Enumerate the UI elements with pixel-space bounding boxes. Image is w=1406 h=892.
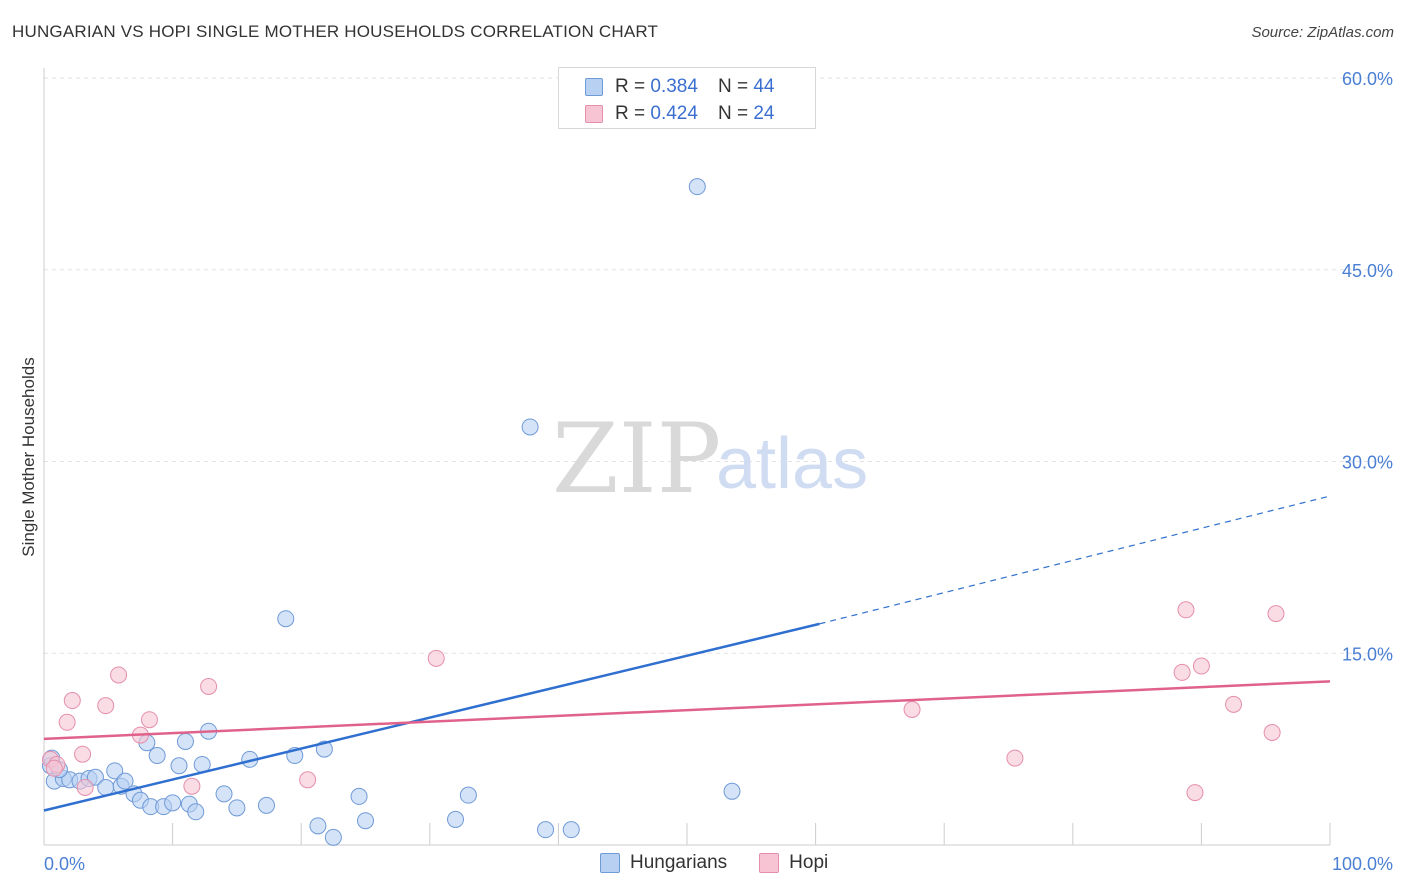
hungarians-point [176,732,194,750]
hungarians-point [116,772,134,790]
y-tick-label-1: 30.0% [1342,453,1393,473]
y-tick-label-3: 60.0% [1342,69,1393,89]
hopi-point [110,666,128,684]
y-tick-labels: 15.0% 30.0% 45.0% 60.0% [1342,69,1393,664]
hopi-point [1225,695,1243,713]
axes [43,68,1330,846]
hopi-point [97,697,115,715]
y-tick-label-0: 15.0% [1342,644,1393,664]
hungarians-point [170,757,188,775]
hopi-point [58,713,76,731]
hungarians-point [350,787,368,805]
watermark-atlas: atlas [716,424,868,504]
hungarians-point [723,782,741,800]
n-value: 44 [753,76,775,97]
hungarians-point [228,799,246,817]
r-label: R = [615,76,646,97]
hungarians-point [562,821,580,839]
hungarians-point [521,418,539,436]
n-label: N = [717,103,749,124]
hopi-point [903,700,921,718]
hopi-point [427,649,445,667]
y-tick-label-2: 45.0% [1342,261,1393,281]
hopi-point [1192,657,1210,675]
hungarians-trend-extension [819,495,1331,625]
hungarians-legend-swatch [600,853,620,873]
hungarians-point [277,610,295,628]
hopi-point [299,771,317,789]
hopi-point [200,677,218,695]
series-legend: Hungarians Hopi [600,852,860,874]
hopi-point [183,777,201,795]
hungarians-point [86,768,104,786]
hungarians-point [447,810,465,828]
legend-label-hopi: Hopi [789,852,829,873]
hopi-point [1263,724,1281,742]
hungarians-point [257,796,275,814]
stats-legend: R = 0.384 N = 44 R = 0.424 N = 24 [558,67,816,129]
hungarians-point [148,747,166,765]
legend-row-hopi: R = 0.424 N = 24 [585,102,774,126]
x-tick-label-min: 0.0% [44,854,85,874]
hopi-trend-line [43,680,1331,741]
source-label: Source: ZipAtlas.com [1251,24,1394,41]
n-value: 24 [753,103,775,124]
hungarians-point [187,803,205,821]
r-value: 0.424 [650,103,698,124]
hopi-point [63,692,81,710]
hopi-point [140,711,158,729]
legend-item-hungarians[interactable]: Hungarians [600,852,727,874]
hungarians-point [324,828,342,846]
gridlines [44,77,1393,654]
hopi-legend-swatch [759,853,780,873]
hopi-point [1186,784,1204,802]
legend-item-hopi[interactable]: Hopi [759,852,828,874]
hopi-point [74,745,92,763]
hungarians-point [215,785,233,803]
trend-lines [43,495,1331,812]
n-label: N = [717,76,749,97]
hopi-point [1267,605,1285,623]
legend-row-hungarians: R = 0.384 N = 44 [585,75,774,99]
hungarians-point [537,821,555,839]
watermark-zip: ZIP [552,403,721,515]
y-axis-label: Single Mother Households [19,357,38,556]
legend-label-hungarians: Hungarians [630,852,728,873]
hopi-point [1177,601,1195,619]
hungarians-point [164,794,182,812]
x-tick-label-max: 100.0% [1332,854,1393,874]
hungarians-point [357,812,374,830]
hopi-point [1006,749,1024,767]
r-label: R = [615,103,646,124]
chart-title: HUNGARIAN VS HOPI SINGLE MOTHER HOUSEHOL… [12,22,659,41]
hungarians-swatch [585,78,603,96]
hungarians-point [309,817,327,835]
hungarians-trend-line [43,622,820,812]
hopi-point [76,778,94,796]
hopi-swatch [585,105,603,123]
hungarians-point [106,762,124,780]
hungarians-point [688,178,706,196]
hopi-point [1173,663,1191,681]
hungarians-point [459,786,477,804]
x-ticks [43,823,1331,845]
series-hopi [41,601,1285,802]
watermark: ZIP atlas [552,403,868,515]
hopi-point [45,759,63,777]
r-value: 0.384 [650,76,698,97]
